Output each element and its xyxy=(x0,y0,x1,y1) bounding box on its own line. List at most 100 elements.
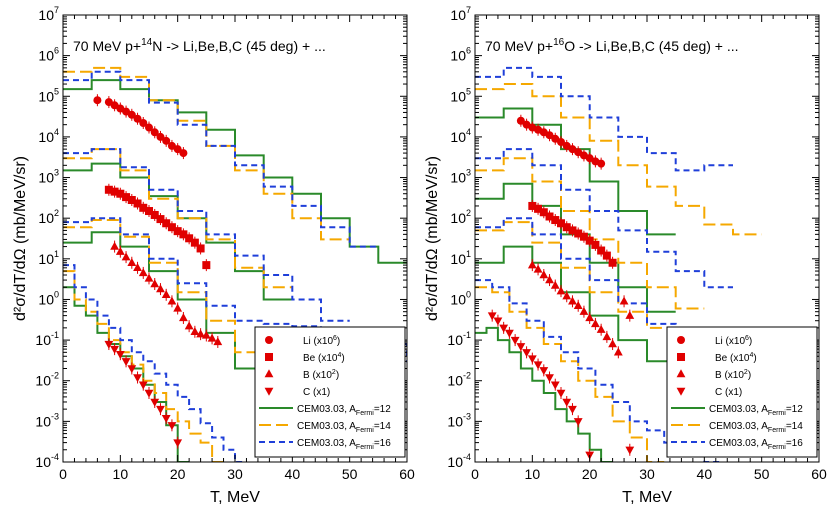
panel-title: 70 MeV p+16O -> Li,Be,B,C (45 deg) + ... xyxy=(485,37,739,54)
legend-box xyxy=(254,326,406,458)
legend-subscript: Fermi xyxy=(356,410,374,417)
legend-text: =12 xyxy=(786,404,803,415)
data-point xyxy=(602,251,611,260)
model-dash-curve-2 xyxy=(63,217,407,363)
panel-title: 70 MeV p+14N -> Li,Be,B,C (45 deg) + ... xyxy=(73,37,326,54)
data-point xyxy=(190,238,199,247)
data-point xyxy=(533,264,543,273)
y-tick-exponent: 6 xyxy=(54,46,59,56)
y-tick-label: 104 xyxy=(38,127,59,145)
title-text: 70 MeV p+ xyxy=(485,38,553,54)
data-point xyxy=(150,279,160,288)
x-tick-label: 30 xyxy=(639,466,655,482)
data-point xyxy=(156,284,165,293)
legend-text: ) xyxy=(748,370,751,381)
data-point xyxy=(190,326,200,335)
x-tick-label: 60 xyxy=(811,466,827,482)
y-tick-exponent: 0 xyxy=(466,289,471,299)
y-tick-label: 107 xyxy=(450,5,471,23)
data-point xyxy=(184,321,194,330)
legend-text: =16 xyxy=(374,438,391,449)
legend-text: B (x10 xyxy=(715,370,744,381)
data-point xyxy=(185,234,194,243)
data-point xyxy=(173,439,183,448)
data-point xyxy=(534,204,543,213)
legend-marker-circle xyxy=(265,336,273,344)
model-solid-curve-3 xyxy=(63,286,190,462)
data-point xyxy=(207,333,217,342)
data-point xyxy=(145,123,153,132)
data-point xyxy=(545,374,554,383)
data-point xyxy=(585,313,595,322)
legend-text: C (x1) xyxy=(303,387,330,398)
data-point xyxy=(510,336,520,345)
data-point xyxy=(162,136,171,145)
legend-marker-square xyxy=(677,353,685,361)
data-point xyxy=(596,324,606,333)
legend-text: CEM03.03, A xyxy=(709,421,768,432)
data-point xyxy=(568,226,577,235)
legend-superscript: 2 xyxy=(744,369,748,376)
y-tick-label: 10-3 xyxy=(35,411,59,429)
legend-label: CEM03.03, AFermi=16 xyxy=(709,438,803,451)
y-tick-exponent: 1 xyxy=(466,249,471,259)
data-point xyxy=(110,187,119,196)
data-point xyxy=(545,212,554,221)
y-tick-label: 106 xyxy=(38,46,59,64)
data-point xyxy=(613,347,623,356)
legend-label: CEM03.03, AFermi=12 xyxy=(297,404,391,417)
legend-marker-square xyxy=(265,353,273,361)
x-tick-label: 50 xyxy=(342,466,358,482)
y-tick-exponent: -3 xyxy=(463,411,471,421)
data-point xyxy=(161,414,171,423)
data-point xyxy=(167,223,176,232)
data-point xyxy=(557,219,565,228)
y-tick-exponent: 5 xyxy=(466,86,471,96)
y-tick-exponent: -1 xyxy=(463,330,471,340)
legend-text: Li (x10 xyxy=(303,336,333,347)
y-tick-exponent: 6 xyxy=(466,46,471,56)
data-point xyxy=(156,132,165,141)
data-point xyxy=(573,418,583,427)
data-point xyxy=(602,332,612,341)
legend-text: CEM03.03, A xyxy=(297,438,356,449)
model-longdash-curve-2 xyxy=(63,219,264,354)
data-point xyxy=(127,196,136,205)
data-point xyxy=(527,260,537,269)
data-point xyxy=(556,389,566,398)
legend-label: CEM03.03, AFermi=16 xyxy=(297,438,391,451)
model-longdash-curve-3 xyxy=(475,286,665,462)
data-point xyxy=(122,193,131,202)
data-point xyxy=(625,446,635,455)
x-axis-label: T, MeV xyxy=(210,489,260,506)
data-point xyxy=(173,227,182,236)
x-tick-label: 40 xyxy=(697,466,713,482)
data-point xyxy=(121,358,131,367)
data-point xyxy=(167,422,177,431)
data-point xyxy=(556,286,566,295)
data-point xyxy=(493,317,503,326)
data-point xyxy=(116,189,125,198)
y-tick-label: 101 xyxy=(450,249,471,267)
legend: Li (x106)Be (x104)B (x102)C (x1)CEM03.03… xyxy=(254,326,406,458)
legend-text: CEM03.03, A xyxy=(709,404,768,415)
legend-label: CEM03.03, AFermi=12 xyxy=(709,404,803,417)
data-point xyxy=(110,241,119,250)
legend-superscript: 4 xyxy=(337,352,341,359)
x-tick-label: 50 xyxy=(754,466,770,482)
title-superscript: 16 xyxy=(553,37,565,48)
data-points xyxy=(487,114,635,461)
data-point xyxy=(585,236,594,245)
data-point xyxy=(156,405,165,414)
y-tick-label: 10-4 xyxy=(35,452,59,470)
data-point xyxy=(545,131,554,140)
y-tick-label: 106 xyxy=(450,46,471,64)
data-point xyxy=(127,110,136,119)
y-tick-exponent: 3 xyxy=(466,168,471,178)
data-point xyxy=(104,340,114,349)
data-point xyxy=(104,185,113,194)
legend-subscript: Fermi xyxy=(768,427,786,434)
legend-label: B (x102) xyxy=(715,369,751,381)
data-point xyxy=(562,398,572,407)
